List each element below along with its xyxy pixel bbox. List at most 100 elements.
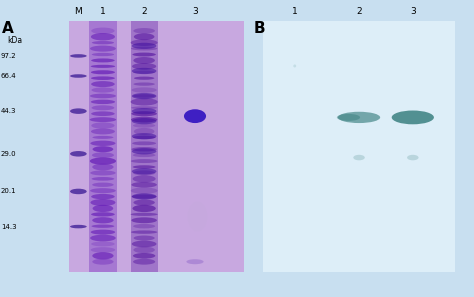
Bar	[130, 21, 158, 272]
Text: 97.2: 97.2	[1, 53, 17, 59]
Ellipse shape	[131, 47, 157, 50]
Ellipse shape	[90, 235, 116, 241]
Ellipse shape	[70, 108, 87, 114]
Ellipse shape	[91, 177, 114, 181]
Bar	[89, 21, 117, 272]
Ellipse shape	[70, 189, 87, 194]
Ellipse shape	[91, 100, 115, 104]
Ellipse shape	[132, 93, 156, 99]
Ellipse shape	[132, 108, 156, 114]
Ellipse shape	[407, 155, 419, 160]
Ellipse shape	[132, 141, 156, 145]
Ellipse shape	[70, 74, 87, 78]
Ellipse shape	[133, 253, 155, 259]
Ellipse shape	[132, 63, 156, 70]
Ellipse shape	[131, 213, 158, 216]
Bar	[263, 21, 455, 272]
Ellipse shape	[92, 152, 114, 158]
Ellipse shape	[91, 225, 114, 228]
Ellipse shape	[133, 57, 155, 64]
Ellipse shape	[132, 68, 156, 74]
Ellipse shape	[92, 41, 114, 44]
Ellipse shape	[132, 168, 156, 175]
Ellipse shape	[90, 94, 116, 98]
Ellipse shape	[91, 87, 114, 93]
Ellipse shape	[186, 259, 204, 264]
Ellipse shape	[91, 194, 115, 199]
Ellipse shape	[70, 151, 87, 157]
Ellipse shape	[90, 157, 116, 165]
Ellipse shape	[92, 259, 114, 265]
Ellipse shape	[131, 187, 157, 194]
Ellipse shape	[132, 133, 156, 139]
Ellipse shape	[91, 241, 115, 247]
Ellipse shape	[131, 117, 157, 123]
Ellipse shape	[131, 111, 157, 116]
Ellipse shape	[134, 33, 155, 40]
Ellipse shape	[91, 81, 115, 87]
Ellipse shape	[91, 105, 114, 110]
Ellipse shape	[91, 129, 115, 135]
Ellipse shape	[91, 140, 116, 146]
Ellipse shape	[91, 212, 115, 217]
Ellipse shape	[91, 76, 115, 80]
Ellipse shape	[91, 111, 115, 116]
Ellipse shape	[133, 175, 155, 182]
Ellipse shape	[132, 118, 156, 124]
Ellipse shape	[70, 54, 87, 58]
Ellipse shape	[70, 225, 87, 228]
Ellipse shape	[132, 87, 157, 93]
Ellipse shape	[133, 94, 155, 98]
Ellipse shape	[91, 247, 115, 253]
Ellipse shape	[134, 236, 155, 241]
Text: 3: 3	[410, 7, 416, 16]
Text: 3: 3	[192, 7, 198, 16]
Ellipse shape	[91, 230, 115, 235]
Text: 20.1: 20.1	[1, 188, 17, 195]
Ellipse shape	[132, 193, 156, 200]
Text: kDa: kDa	[7, 36, 22, 45]
Ellipse shape	[133, 153, 155, 157]
Ellipse shape	[133, 28, 155, 34]
Ellipse shape	[133, 259, 155, 265]
Text: 1: 1	[100, 7, 106, 16]
Ellipse shape	[131, 159, 157, 163]
Ellipse shape	[133, 124, 155, 128]
Ellipse shape	[133, 165, 155, 169]
Ellipse shape	[132, 148, 156, 154]
Ellipse shape	[337, 114, 360, 121]
Text: 1: 1	[292, 7, 298, 16]
Ellipse shape	[92, 146, 113, 152]
Ellipse shape	[91, 65, 115, 68]
Ellipse shape	[184, 109, 206, 123]
Ellipse shape	[91, 33, 115, 40]
Ellipse shape	[134, 128, 155, 135]
Ellipse shape	[133, 71, 155, 74]
Text: 44.3: 44.3	[1, 108, 17, 114]
Ellipse shape	[133, 205, 156, 212]
Ellipse shape	[132, 241, 156, 247]
Text: B: B	[254, 21, 265, 36]
Ellipse shape	[90, 188, 116, 193]
Ellipse shape	[132, 195, 156, 199]
Ellipse shape	[132, 43, 156, 49]
Ellipse shape	[131, 230, 157, 234]
Ellipse shape	[188, 201, 207, 232]
Ellipse shape	[134, 77, 155, 80]
Ellipse shape	[293, 64, 296, 67]
Ellipse shape	[133, 136, 155, 139]
Ellipse shape	[133, 170, 155, 176]
Ellipse shape	[131, 182, 157, 188]
Ellipse shape	[92, 136, 113, 139]
Text: 29.0: 29.0	[1, 151, 17, 157]
Text: 66.4: 66.4	[1, 73, 17, 79]
Ellipse shape	[131, 40, 158, 46]
Ellipse shape	[131, 217, 157, 223]
Ellipse shape	[134, 247, 155, 253]
Ellipse shape	[92, 252, 114, 259]
Bar	[69, 21, 244, 272]
Ellipse shape	[90, 170, 116, 176]
Text: 2: 2	[141, 7, 147, 16]
Text: 14.3: 14.3	[1, 224, 17, 230]
Text: 2: 2	[356, 7, 362, 16]
